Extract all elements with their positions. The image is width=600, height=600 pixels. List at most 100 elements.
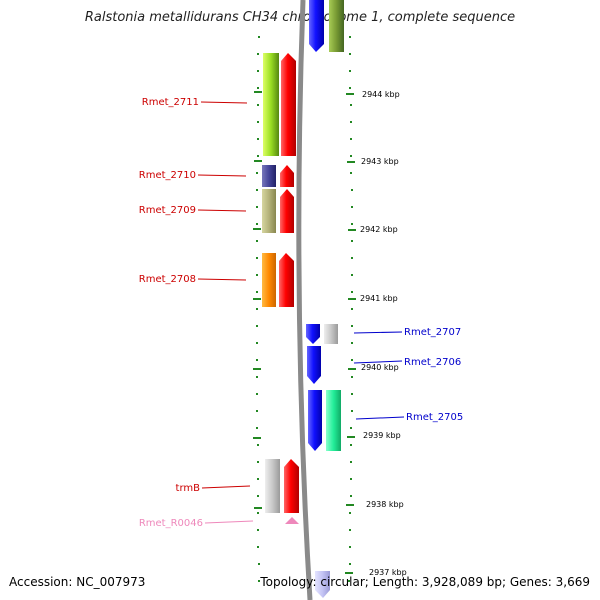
right-minor-tick bbox=[351, 308, 353, 310]
left-minor-tick bbox=[256, 274, 258, 276]
leader-rmet-2710 bbox=[197, 174, 247, 177]
left-major-tick bbox=[254, 160, 262, 162]
gene-block-rmet-2708-product[interactable] bbox=[262, 253, 276, 307]
gene-label-rmet-2707[interactable]: Rmet_2707 bbox=[404, 327, 461, 338]
right-minor-tick bbox=[351, 189, 353, 191]
left-minor-tick bbox=[256, 342, 258, 344]
left-minor-tick bbox=[257, 104, 259, 106]
gene-arrow-rmet-r0046[interactable] bbox=[285, 517, 299, 524]
left-minor-tick bbox=[257, 495, 259, 497]
right-major-tick bbox=[346, 93, 354, 95]
right-minor-tick bbox=[350, 478, 352, 480]
sequence-summary-text: Topology: circular; Length: 3,928,089 bp… bbox=[260, 575, 590, 589]
left-minor-tick bbox=[256, 410, 258, 412]
gene-arrow-rmet-2710[interactable] bbox=[280, 165, 294, 187]
gene-arrow-rmet-2705[interactable] bbox=[308, 390, 322, 451]
gene-label-rmet-2710[interactable]: Rmet_2710 bbox=[139, 170, 196, 181]
gene-label-rmet-r0046[interactable]: Rmet_R0046 bbox=[139, 518, 203, 529]
right-minor-tick bbox=[349, 87, 351, 89]
leader-rmet-r0046 bbox=[204, 520, 254, 524]
right-minor-tick bbox=[351, 240, 353, 242]
gene-arrow-rmet-2707[interactable] bbox=[306, 324, 320, 344]
right-minor-tick bbox=[351, 342, 353, 344]
right-major-tick bbox=[347, 436, 355, 438]
left-minor-tick bbox=[257, 478, 259, 480]
right-minor-tick bbox=[349, 529, 351, 531]
leader-trmb bbox=[201, 485, 251, 489]
right-minor-tick bbox=[350, 427, 352, 429]
gene-block-trmb-product[interactable] bbox=[265, 459, 280, 513]
gene-label-rmet-2705[interactable]: Rmet_2705 bbox=[406, 412, 463, 423]
right-minor-tick bbox=[351, 325, 353, 327]
leader-rmet-2705 bbox=[355, 416, 405, 420]
left-minor-tick bbox=[257, 155, 259, 157]
right-minor-tick bbox=[349, 53, 351, 55]
scale-label-2943: 2943 kbp bbox=[361, 157, 399, 166]
right-minor-tick bbox=[350, 155, 352, 157]
gene-label-rmet-2711[interactable]: Rmet_2711 bbox=[142, 97, 199, 108]
accession-text: Accession: NC_007973 bbox=[9, 575, 146, 589]
right-minor-tick bbox=[350, 495, 352, 497]
right-minor-tick bbox=[349, 563, 351, 565]
left-minor-tick bbox=[256, 427, 258, 429]
left-minor-tick bbox=[256, 223, 258, 225]
right-minor-tick bbox=[349, 546, 351, 548]
gene-arrow-rmet-2706[interactable] bbox=[307, 346, 321, 384]
scale-label-2937: 2937 kbp bbox=[369, 568, 407, 577]
right-minor-tick bbox=[350, 104, 352, 106]
right-minor-tick bbox=[351, 359, 353, 361]
right-minor-tick bbox=[350, 121, 352, 123]
left-minor-tick bbox=[256, 240, 258, 242]
left-minor-tick bbox=[257, 461, 259, 463]
left-minor-tick bbox=[256, 189, 258, 191]
left-tick-column bbox=[253, 36, 262, 582]
gene-block-rmet-2709-product[interactable] bbox=[262, 189, 276, 233]
chromosome-backbone bbox=[296, 0, 313, 600]
left-minor-tick bbox=[257, 529, 259, 531]
gene-block-rmet-2711-product[interactable] bbox=[263, 53, 279, 156]
left-minor-tick bbox=[257, 121, 259, 123]
gene-block-rmet-2705-product[interactable] bbox=[326, 390, 341, 451]
right-minor-tick bbox=[349, 512, 351, 514]
left-minor-tick bbox=[256, 376, 258, 378]
gene-label-rmet-2708[interactable]: Rmet_2708 bbox=[139, 274, 196, 285]
gene-arrow-rmet-2708[interactable] bbox=[279, 253, 294, 307]
leader-rmet-2707 bbox=[353, 331, 403, 334]
left-minor-tick bbox=[257, 444, 259, 446]
right-major-tick bbox=[348, 368, 356, 370]
gene-label-rmet-2706[interactable]: Rmet_2706 bbox=[404, 357, 461, 368]
left-minor-tick bbox=[256, 393, 258, 395]
left-minor-tick bbox=[256, 206, 258, 208]
left-minor-tick bbox=[256, 291, 258, 293]
right-minor-tick bbox=[351, 206, 353, 208]
right-major-tick bbox=[346, 504, 354, 506]
gene-label-rmet-2709[interactable]: Rmet_2709 bbox=[139, 205, 196, 216]
left-major-tick bbox=[253, 437, 261, 439]
right-minor-tick bbox=[351, 376, 353, 378]
right-minor-tick bbox=[350, 444, 352, 446]
gene-arrow-trmb[interactable] bbox=[284, 459, 299, 513]
gene-block-top-olive[interactable] bbox=[329, 0, 344, 52]
gene-arrow-rmet-2709[interactable] bbox=[280, 189, 294, 233]
leader-rmet-2711 bbox=[200, 101, 248, 104]
gene-label-trmb[interactable]: trmB bbox=[176, 483, 201, 494]
gene-block-rmet-2710-product[interactable] bbox=[262, 165, 276, 187]
left-minor-tick bbox=[257, 53, 259, 55]
right-minor-tick bbox=[351, 274, 353, 276]
left-minor-tick bbox=[256, 257, 258, 259]
right-minor-tick bbox=[350, 461, 352, 463]
left-major-tick bbox=[253, 228, 261, 230]
gene-block-bottom-lavender[interactable] bbox=[315, 571, 330, 598]
right-major-tick bbox=[348, 229, 356, 231]
gene-arrow-rmet-2711[interactable] bbox=[281, 53, 296, 156]
left-minor-tick bbox=[256, 325, 258, 327]
right-minor-tick bbox=[351, 291, 353, 293]
gene-block-rmet-2707-product[interactable] bbox=[324, 324, 338, 344]
right-minor-tick bbox=[350, 138, 352, 140]
left-minor-tick bbox=[257, 138, 259, 140]
gene-block-top-blue[interactable] bbox=[309, 0, 324, 52]
right-major-tick bbox=[345, 572, 353, 574]
right-minor-tick bbox=[349, 70, 351, 72]
right-tick-column bbox=[345, 36, 356, 582]
